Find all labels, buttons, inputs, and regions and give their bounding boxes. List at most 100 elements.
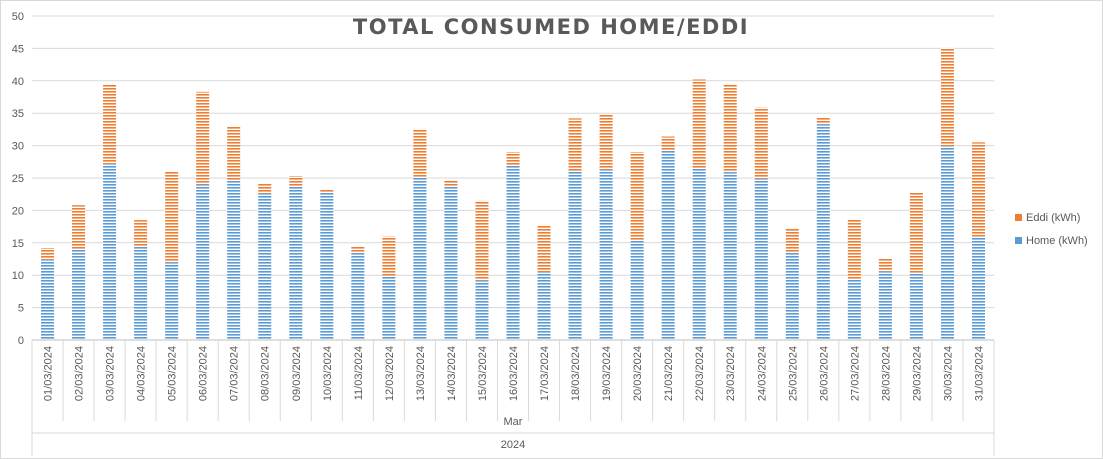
bar-eddi xyxy=(940,47,954,147)
bar-home xyxy=(134,246,148,340)
x-tick-label: 14/03/2024 xyxy=(446,346,458,401)
y-tick-label: 20 xyxy=(12,205,24,217)
bar-eddi xyxy=(723,84,737,173)
bar-eddi xyxy=(227,126,241,181)
bar-home xyxy=(40,259,55,340)
x-tick-label: 16/03/2024 xyxy=(508,346,520,401)
x-tick-label: 20/03/2024 xyxy=(632,346,644,401)
bar-home xyxy=(103,163,117,340)
legend-label: Home (kWh) xyxy=(1026,235,1088,247)
bar-eddi xyxy=(630,152,644,241)
bar-home xyxy=(258,193,272,340)
legend-swatch xyxy=(1015,214,1022,221)
y-tick-label: 30 xyxy=(12,141,24,153)
y-tick-label: 15 xyxy=(12,238,24,250)
x-tick-label: 17/03/2024 xyxy=(539,346,551,401)
x-group-label-month: Mar xyxy=(504,416,523,428)
bar-home xyxy=(692,168,706,340)
y-tick-label: 10 xyxy=(12,270,24,282)
x-tick-label: 03/03/2024 xyxy=(105,346,117,401)
x-tick-label: 23/03/2024 xyxy=(725,346,737,401)
bar-home xyxy=(289,185,303,340)
x-tick-label: 12/03/2024 xyxy=(384,346,396,401)
bar-home xyxy=(785,251,799,340)
bar-eddi xyxy=(72,205,86,250)
x-tick-label: 25/03/2024 xyxy=(787,346,799,401)
x-tick-label: 05/03/2024 xyxy=(167,346,179,401)
bar-eddi xyxy=(444,179,458,186)
x-tick-label: 27/03/2024 xyxy=(849,346,861,401)
bar-home xyxy=(909,272,923,340)
bar-eddi xyxy=(506,152,520,166)
bar-eddi xyxy=(351,246,365,252)
x-tick-label: 06/03/2024 xyxy=(198,346,210,401)
x-tick-label: 29/03/2024 xyxy=(911,346,923,401)
bar-eddi xyxy=(816,117,830,125)
bar-home xyxy=(382,275,396,340)
chart-title: TOTAL CONSUMED HOME/EDDI xyxy=(353,15,749,39)
x-tick-label: 21/03/2024 xyxy=(663,346,675,401)
bar-eddi xyxy=(475,200,489,281)
legend-label: Eddi (kWh) xyxy=(1026,212,1080,224)
x-tick-label: 28/03/2024 xyxy=(880,346,892,401)
bar-home xyxy=(816,124,830,340)
bar-eddi xyxy=(785,228,799,252)
bar-home xyxy=(971,236,986,340)
bar-home xyxy=(351,251,365,340)
y-tick-label: 5 xyxy=(18,303,24,315)
y-tick-label: 35 xyxy=(12,108,24,120)
x-tick-label: 26/03/2024 xyxy=(818,346,830,401)
bar-eddi xyxy=(103,84,117,164)
bar-eddi xyxy=(909,192,923,273)
bar-eddi xyxy=(754,107,768,179)
y-tick-label: 50 xyxy=(12,11,24,23)
bar-eddi xyxy=(599,113,613,170)
bar-eddi xyxy=(165,171,179,263)
bar-eddi xyxy=(568,118,582,171)
bar-eddi xyxy=(537,224,551,272)
legend-swatch xyxy=(1015,237,1022,244)
x-tick-label: 13/03/2024 xyxy=(415,346,427,401)
bar-home xyxy=(661,150,675,340)
bar-eddi xyxy=(196,91,210,185)
x-tick-label: 04/03/2024 xyxy=(136,346,148,401)
bar-home xyxy=(847,279,861,340)
bar-eddi xyxy=(40,247,55,260)
y-axis-ticks: 0 5 10 15 20 25 30 35 40 45 50 xyxy=(12,11,24,347)
bar-eddi xyxy=(289,176,303,186)
x-tick-label: 07/03/2024 xyxy=(229,346,241,401)
x-tick-label: 02/03/2024 xyxy=(74,346,86,401)
bar-home xyxy=(630,240,644,340)
bar-home xyxy=(568,170,582,340)
bar-eddi xyxy=(413,128,427,178)
x-tick-label: 31/03/2024 xyxy=(973,346,985,401)
y-tick-label: 40 xyxy=(12,76,24,88)
bar-eddi xyxy=(878,258,892,272)
bar-home xyxy=(878,271,892,340)
x-tick-label: 22/03/2024 xyxy=(694,346,706,401)
x-tick-label: 30/03/2024 xyxy=(942,346,954,401)
bar-home xyxy=(723,172,737,340)
bar-home xyxy=(537,271,551,340)
bar-eddi xyxy=(847,218,861,280)
x-tick-label: 24/03/2024 xyxy=(756,346,768,401)
x-axis: 01/03/2024 02/03/2024 03/03/2024 04/03/2024… xyxy=(31,339,995,456)
x-tick-label: 09/03/2024 xyxy=(291,346,303,401)
bar-home xyxy=(506,165,520,340)
bar-home xyxy=(227,180,241,340)
bar-eddi xyxy=(661,136,675,151)
bar-eddi xyxy=(382,236,396,276)
bar-home xyxy=(475,280,489,340)
bar-home xyxy=(165,262,179,340)
y-tick-label: 45 xyxy=(12,43,24,55)
bar-home xyxy=(413,177,427,340)
bar-eddi xyxy=(320,189,334,193)
bar-home xyxy=(754,178,768,340)
bar-home xyxy=(444,185,458,340)
x-tick-label: 18/03/2024 xyxy=(570,346,582,401)
y-tick-label: 0 xyxy=(18,335,24,347)
bar-eddi xyxy=(258,183,272,194)
x-tick-label: 11/03/2024 xyxy=(353,346,365,400)
